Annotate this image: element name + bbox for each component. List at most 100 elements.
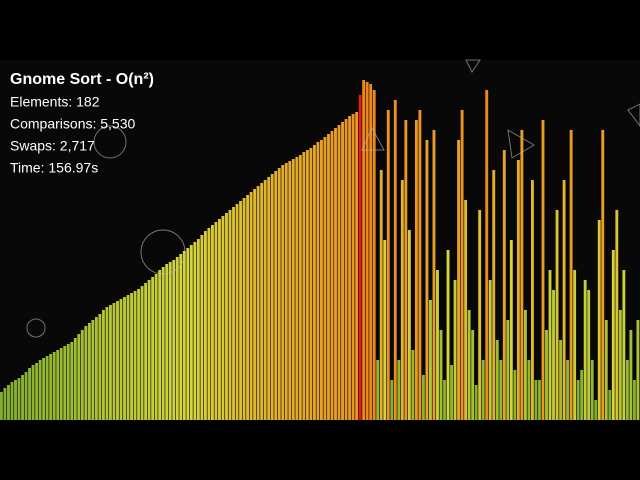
bar xyxy=(154,274,158,420)
bar xyxy=(548,270,552,420)
bar xyxy=(351,114,355,420)
bar xyxy=(425,140,429,420)
bar xyxy=(502,150,506,420)
bar xyxy=(587,290,591,420)
bar xyxy=(559,340,563,420)
bar xyxy=(604,320,608,420)
bar xyxy=(214,222,218,420)
bar xyxy=(488,280,492,420)
bar xyxy=(421,375,425,420)
bar xyxy=(172,260,176,420)
bar xyxy=(232,207,235,420)
bar xyxy=(94,317,98,420)
bar xyxy=(362,80,366,420)
bar xyxy=(270,174,274,420)
bar xyxy=(70,342,74,420)
bar xyxy=(91,320,95,420)
bar xyxy=(478,210,482,420)
bar xyxy=(348,116,352,420)
bar xyxy=(495,340,499,420)
bar xyxy=(552,290,555,420)
bar xyxy=(175,257,179,420)
bar xyxy=(481,360,485,420)
bar xyxy=(189,245,193,420)
bar xyxy=(38,360,42,420)
bar xyxy=(460,110,464,420)
bar xyxy=(499,360,503,420)
bar xyxy=(594,400,598,420)
bar xyxy=(56,350,60,420)
bar xyxy=(281,165,285,420)
bar xyxy=(256,186,260,420)
bar xyxy=(566,360,570,420)
bar xyxy=(618,310,622,420)
bar xyxy=(411,350,415,420)
bar xyxy=(14,380,17,420)
bar xyxy=(520,130,524,420)
bar xyxy=(629,330,633,420)
bar xyxy=(77,334,81,420)
bar xyxy=(534,380,538,420)
bar xyxy=(147,280,151,420)
bar xyxy=(404,120,408,420)
bar xyxy=(625,360,629,420)
bar xyxy=(144,283,148,420)
bar xyxy=(414,120,418,420)
bar xyxy=(123,297,126,420)
bar xyxy=(140,286,144,420)
bar xyxy=(210,225,214,420)
bar xyxy=(137,289,141,420)
bar xyxy=(235,204,239,420)
bar xyxy=(457,140,461,420)
bar xyxy=(400,180,404,420)
bar xyxy=(228,210,232,420)
bar xyxy=(464,200,468,420)
bar xyxy=(218,219,221,420)
bar xyxy=(538,380,541,420)
bar xyxy=(200,235,204,420)
bar xyxy=(474,385,478,420)
bar xyxy=(17,378,21,420)
bar xyxy=(260,183,264,420)
bar xyxy=(31,365,35,420)
bar xyxy=(84,326,88,420)
bar xyxy=(615,210,619,420)
bar xyxy=(130,293,133,420)
bar xyxy=(288,161,292,420)
bar xyxy=(10,382,14,420)
bar xyxy=(203,231,207,420)
bar xyxy=(453,280,457,420)
bar xyxy=(580,370,584,420)
bar xyxy=(337,125,341,420)
decorations xyxy=(26,59,640,338)
bar xyxy=(126,295,130,420)
bar xyxy=(622,270,626,420)
bar xyxy=(383,240,387,420)
bar xyxy=(576,380,580,420)
bar xyxy=(545,330,548,420)
bar xyxy=(87,323,91,420)
bar xyxy=(467,310,471,420)
bar xyxy=(506,320,510,420)
bar xyxy=(407,230,411,420)
bar xyxy=(66,344,70,420)
bar xyxy=(608,390,612,420)
bar xyxy=(168,262,172,420)
bar xyxy=(7,385,10,420)
bar xyxy=(358,95,362,420)
bar xyxy=(263,180,267,420)
bar xyxy=(527,360,531,420)
bar xyxy=(239,201,243,420)
bar xyxy=(186,248,190,420)
bar xyxy=(636,320,640,420)
bar xyxy=(161,267,165,420)
bar xyxy=(443,380,446,420)
bar xyxy=(450,365,453,420)
bar xyxy=(601,130,605,420)
bar xyxy=(295,157,299,420)
bar xyxy=(112,303,116,420)
bar xyxy=(28,368,32,420)
bar xyxy=(101,310,105,420)
bar xyxy=(393,100,397,420)
bar xyxy=(105,307,109,420)
